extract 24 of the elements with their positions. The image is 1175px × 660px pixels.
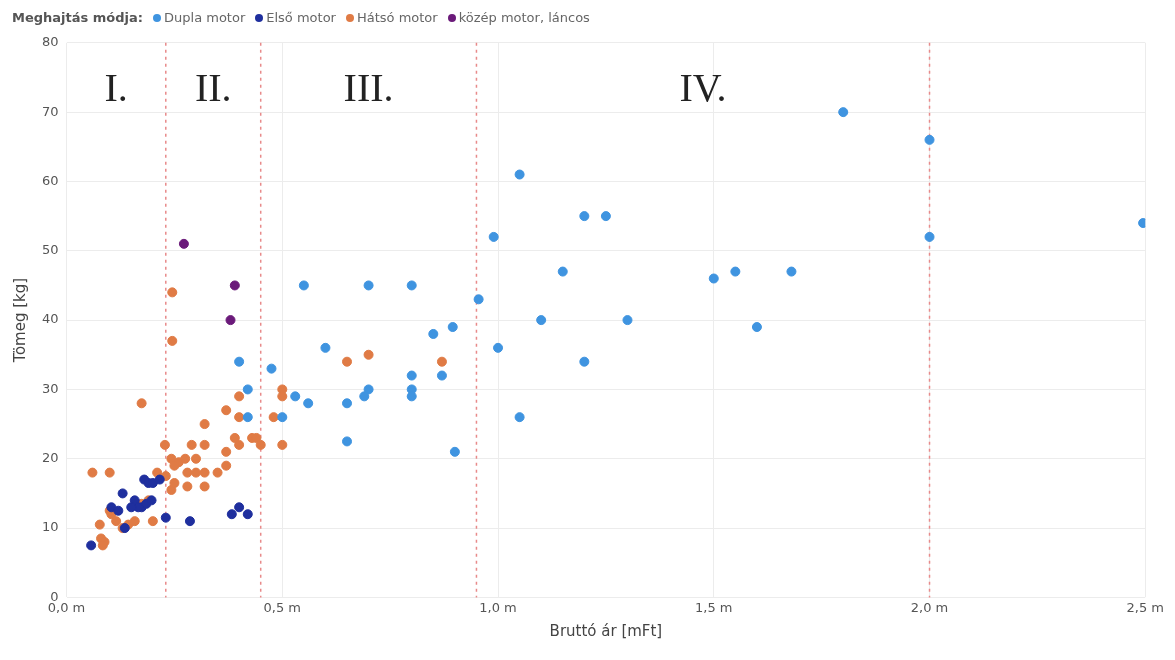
x-tick-label: 1,0 m [479, 599, 517, 615]
annotation: I. [104, 65, 128, 111]
y-tick-label: 60 [42, 172, 59, 188]
y-tick-label: 50 [42, 242, 59, 258]
y-tick-label: 20 [42, 450, 59, 466]
x-axis-title: Bruttó ár [mFt] [549, 621, 663, 640]
y-tick-label: 80 [42, 34, 59, 50]
annotation: II. [194, 65, 232, 111]
x-tick-label: 1,5 m [695, 599, 733, 615]
annotation: III. [343, 65, 394, 111]
y-tick-label: 70 [42, 103, 59, 119]
y-tick-label: 10 [42, 519, 59, 535]
legend-label: Első motor [266, 10, 336, 25]
legend-title: Meghajtás módja: [12, 10, 144, 25]
y-tick-label: 40 [42, 311, 59, 327]
x-tick-label: 0,5 m [263, 599, 302, 615]
y-tick-label: 30 [42, 380, 59, 396]
y-axis-title: Tömeg [kg] [10, 277, 29, 364]
legend-label: Hátsó motor [356, 10, 438, 25]
legend-label: Dupla motor [164, 10, 246, 25]
x-tick-label: 2,0 m [910, 599, 949, 615]
x-tick-label: 2,5 m [1126, 599, 1165, 615]
annotation: IV. [679, 65, 727, 111]
legend-label: közép motor, láncos [458, 10, 590, 25]
